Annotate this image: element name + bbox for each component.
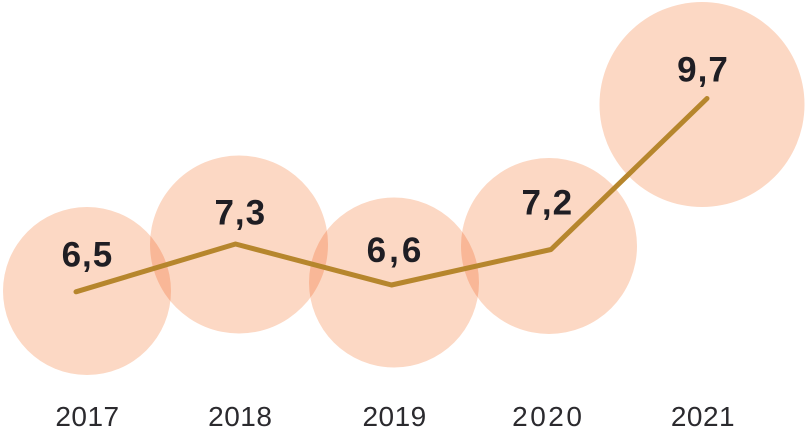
- svg-text:6,6: 6,6: [367, 231, 425, 270]
- svg-text:2018: 2018: [208, 401, 272, 432]
- svg-text:2021: 2021: [671, 401, 735, 432]
- svg-text:2019: 2019: [362, 401, 426, 432]
- svg-text:7,2: 7,2: [521, 183, 573, 222]
- svg-text:6,5: 6,5: [62, 235, 114, 274]
- svg-text:2017: 2017: [55, 401, 119, 432]
- svg-text:9,7: 9,7: [677, 50, 729, 89]
- svg-text:2020: 2020: [512, 401, 584, 432]
- svg-text:7,3: 7,3: [214, 193, 266, 232]
